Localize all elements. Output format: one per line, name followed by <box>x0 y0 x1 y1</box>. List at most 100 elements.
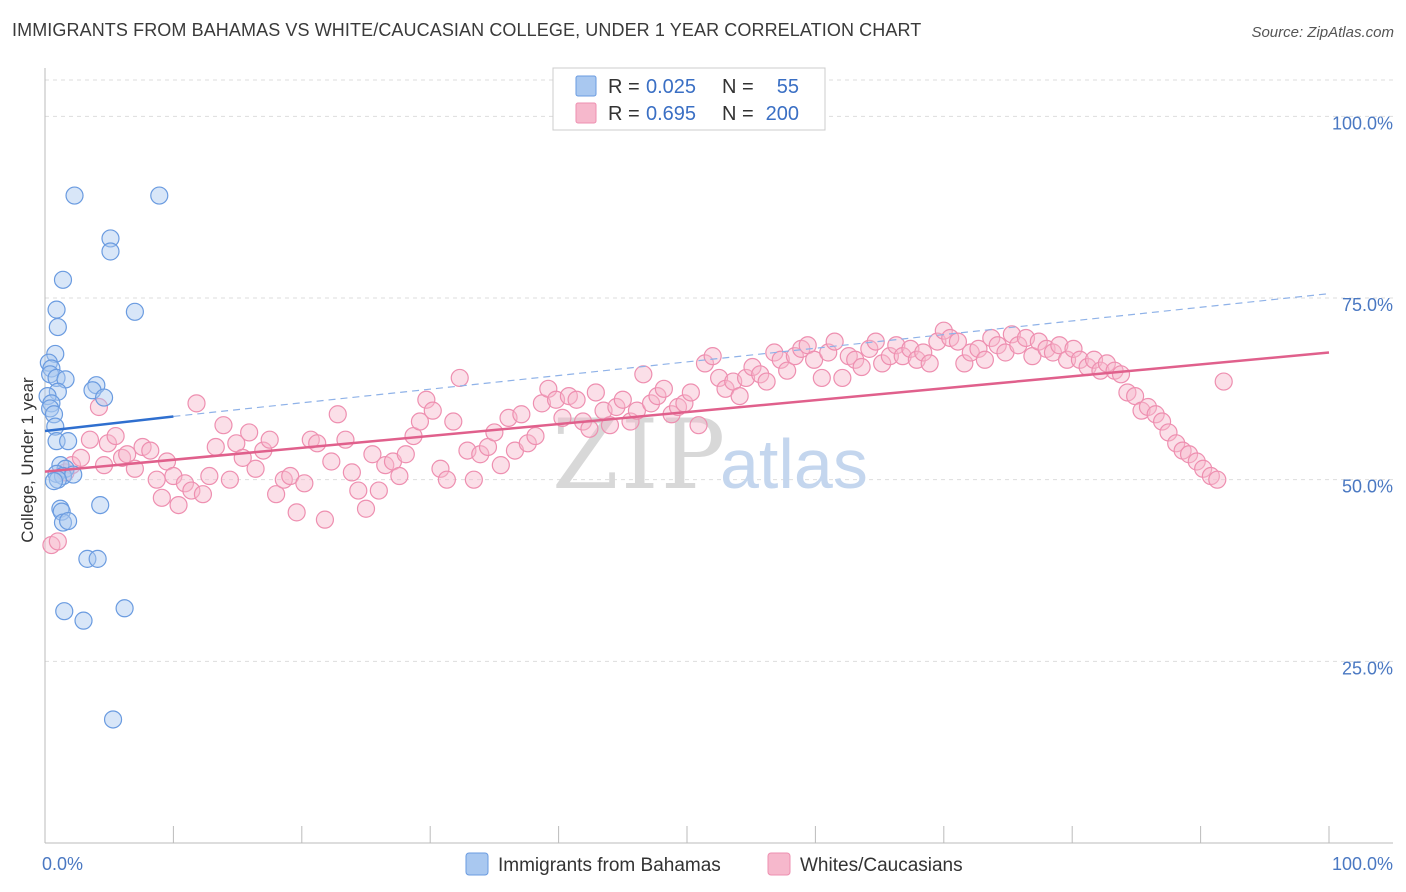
whites-point-89 <box>641 394 661 413</box>
whites-point-55 <box>410 412 430 431</box>
legend-r-label-pink: R = <box>608 103 640 125</box>
whites-point-24 <box>200 466 219 486</box>
whites-point-16 <box>152 488 171 507</box>
whites-point-46 <box>349 481 368 500</box>
legend-r-value-blue: 0.025 <box>646 76 696 98</box>
bahamas-point-24 <box>59 432 78 451</box>
whites-point-60 <box>444 412 463 431</box>
whites-point-33 <box>260 430 279 449</box>
whites-point-11 <box>118 445 137 464</box>
whites-point-172 <box>1208 470 1227 489</box>
whites-point-66 <box>485 423 504 442</box>
whites-point-166 <box>1167 434 1186 453</box>
whites-point-108 <box>771 350 790 369</box>
whites-point-81 <box>586 383 605 402</box>
whites-point-135 <box>955 354 974 373</box>
bahamas-point-16 <box>48 382 67 401</box>
whites-point-4 <box>71 448 91 467</box>
whites-point-71 <box>518 434 537 453</box>
bahamas-point-6 <box>47 300 66 319</box>
legend-swatch-blue <box>575 75 597 97</box>
whites-point-119 <box>846 350 865 369</box>
whites-point-8 <box>98 434 118 453</box>
legend-n-label-blue: N = <box>722 76 754 98</box>
whites-point-9 <box>106 426 125 446</box>
watermark: ZIP atlas <box>552 399 868 511</box>
whites-point-96 <box>689 416 708 435</box>
whites-point-113 <box>805 350 824 369</box>
whites-point-123 <box>873 354 892 373</box>
whites-point-151 <box>1064 339 1083 358</box>
whites-point-158 <box>1111 365 1131 384</box>
whites-point-42 <box>322 452 341 471</box>
whites-point-168 <box>1179 445 1199 464</box>
whites-point-37 <box>287 503 306 522</box>
whites-point-87 <box>627 401 647 420</box>
whites-point-124 <box>880 347 899 366</box>
bahamas-point-0 <box>65 186 84 205</box>
whites-point-57 <box>423 401 442 420</box>
bahamas-point-10 <box>42 359 61 378</box>
legend-bottom-swatch-pink <box>767 852 791 876</box>
whites-point-18 <box>164 466 183 486</box>
watermark-atlas: atlas <box>720 425 868 503</box>
whites-point-49 <box>369 481 388 500</box>
bahamas-trend-dashed <box>173 293 1330 418</box>
whites-point-143 <box>1009 336 1028 355</box>
whites-point-91 <box>654 379 673 398</box>
whites-point-20 <box>175 474 195 493</box>
bahamas-point-40 <box>74 611 93 630</box>
whites-point-70 <box>512 405 531 424</box>
whites-point-63 <box>464 470 483 489</box>
bahamas-point-1 <box>150 186 169 205</box>
whites-point-134 <box>948 332 968 351</box>
legend-r-label-blue: R = <box>608 76 640 98</box>
bahamas-point-2 <box>101 229 120 248</box>
whites-point-114 <box>812 368 831 388</box>
legend-n-label-pink: N = <box>722 103 754 125</box>
bahamas-point-4 <box>53 270 73 289</box>
whites-point-115 <box>819 343 838 362</box>
whites-point-78 <box>567 390 586 409</box>
whites-point-84 <box>607 397 626 417</box>
whites-point-30 <box>240 423 259 442</box>
y-tick-label-75: 75.0% <box>1342 295 1393 315</box>
bahamas-point-12 <box>47 368 66 388</box>
whites-point-102 <box>730 387 749 406</box>
legend-top-box <box>552 67 826 131</box>
whites-point-27 <box>220 470 239 489</box>
whites-point-121 <box>860 339 879 358</box>
whites-point-41 <box>315 510 335 529</box>
legend-top: R = 0.025 N = 55 R = 0.695 N = 200 <box>552 67 826 131</box>
whites-point-152 <box>1070 350 1090 369</box>
whites-point-23 <box>193 485 213 504</box>
whites-point-72 <box>526 426 545 446</box>
whites-point-43 <box>328 405 347 424</box>
whites-point-26 <box>214 416 233 435</box>
whites-point-163 <box>1146 405 1165 424</box>
x-tick-label-max: 100.0% <box>1332 854 1393 874</box>
legend-n-value-blue: 55 <box>777 76 799 98</box>
whites-point-100 <box>716 379 735 398</box>
whites-point-142 <box>1002 325 1021 344</box>
y-tick-labels: 25.0% 50.0% 75.0% 100.0% <box>1332 113 1393 678</box>
whites-point-173 <box>1214 372 1233 391</box>
whites-point-137 <box>969 339 988 358</box>
whites-point-95 <box>681 383 700 402</box>
whites-point-99 <box>709 368 729 388</box>
whites-point-15 <box>147 470 166 489</box>
legend-n-value-pink: 200 <box>766 103 799 125</box>
whites-point-116 <box>825 332 844 351</box>
whites-trend <box>44 351 1330 473</box>
whites-point-146 <box>1029 332 1048 351</box>
whites-point-117 <box>833 368 852 388</box>
y-tick-label-50: 50.0% <box>1342 477 1393 497</box>
whites-point-164 <box>1152 412 1172 431</box>
whites-point-85 <box>613 390 632 409</box>
whites-point-125 <box>887 336 906 355</box>
whites-point-67 <box>491 456 510 475</box>
whites-point-150 <box>1057 350 1077 369</box>
whites-point-56 <box>417 390 436 409</box>
whites-point-105 <box>751 365 770 384</box>
